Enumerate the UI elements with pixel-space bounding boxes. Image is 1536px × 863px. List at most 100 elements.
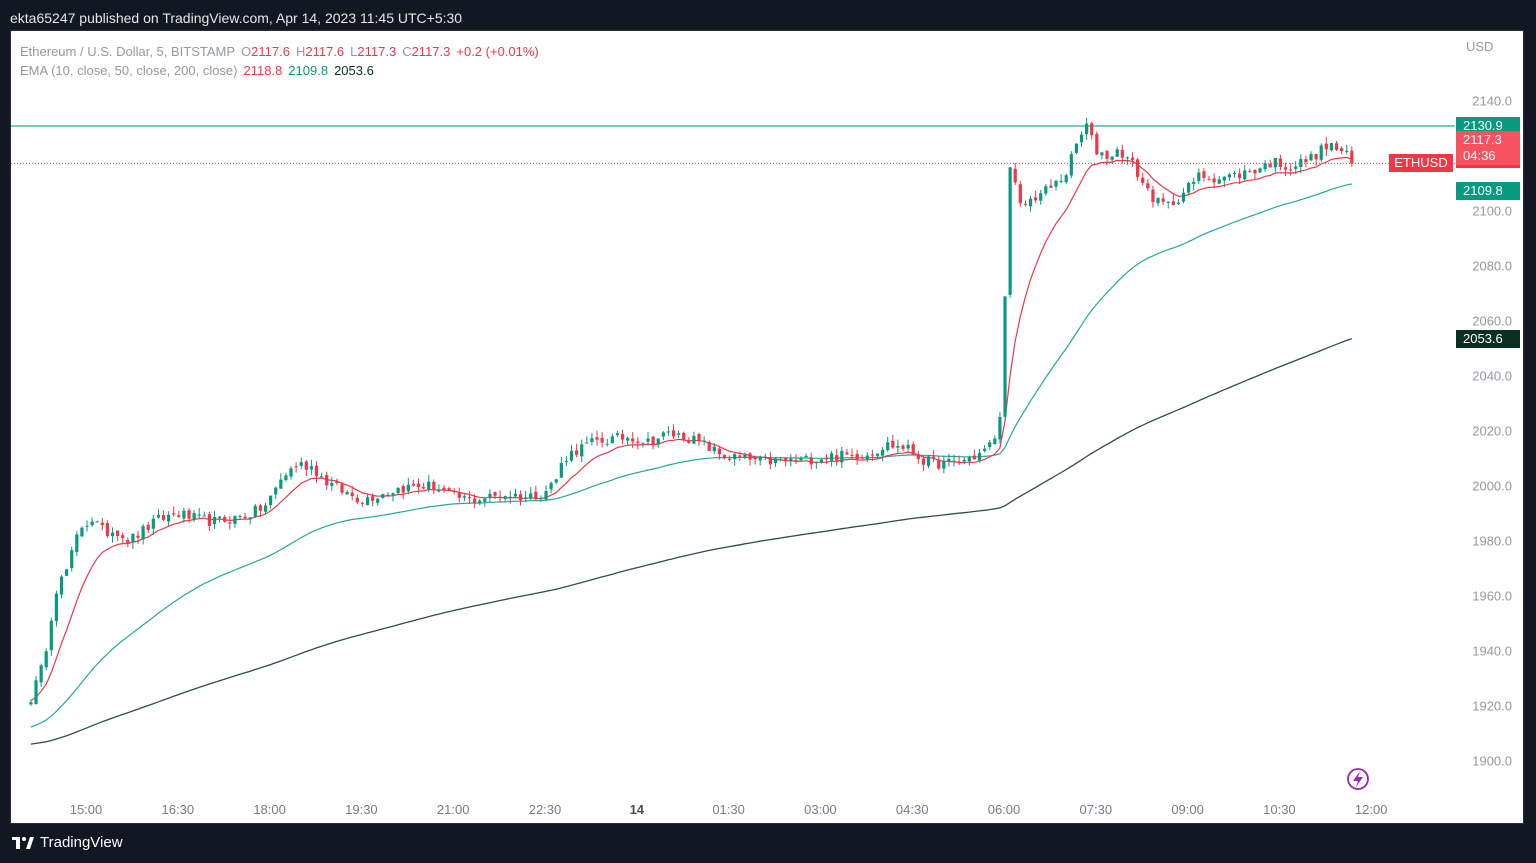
candle-body <box>1136 159 1140 177</box>
candle-body <box>1003 296 1007 417</box>
candle-body <box>559 463 563 478</box>
footer-bar: TradingView <box>0 824 1536 863</box>
candle-body <box>49 620 53 651</box>
candle-body <box>279 479 283 489</box>
candle-body <box>1034 197 1038 201</box>
candle-body <box>840 450 844 463</box>
candle-body <box>156 514 161 518</box>
low-value: 2117.3 <box>357 44 397 59</box>
ema-label[interactable]: EMA (10, close, 50, close, 200, close) <box>20 63 238 78</box>
candle-body <box>824 457 829 460</box>
candle-body <box>1100 152 1104 156</box>
candle-body <box>1181 192 1186 202</box>
candle-body <box>1314 154 1318 160</box>
candle-body <box>733 454 737 460</box>
candle-body <box>493 492 497 496</box>
candle-body <box>161 515 166 520</box>
candle-body <box>80 527 84 537</box>
candle-body <box>1085 123 1089 135</box>
candle-body <box>1079 134 1084 143</box>
time-tick-label: 15:00 <box>70 802 103 817</box>
candle-body <box>263 505 268 512</box>
time-tick-label: 09:00 <box>1171 802 1204 817</box>
candle-body <box>274 487 278 495</box>
candle-body <box>1283 167 1288 170</box>
candle-body <box>901 445 905 449</box>
candle-body <box>396 487 400 494</box>
candle-body <box>381 494 385 499</box>
candle-body <box>177 515 181 518</box>
candle-body <box>835 455 839 461</box>
candle-body <box>309 466 314 470</box>
candle-body <box>1054 180 1058 187</box>
candle-body <box>1309 154 1313 161</box>
candle-body <box>1202 171 1206 178</box>
candle-body <box>1340 148 1344 152</box>
candle-body <box>325 474 329 486</box>
candle-body <box>355 497 359 503</box>
candle-body <box>534 491 538 500</box>
candle-body <box>610 436 614 444</box>
candle-body <box>631 438 635 442</box>
candle-body <box>360 502 365 504</box>
candle-body <box>1258 168 1262 173</box>
candle-body <box>549 483 553 490</box>
candle-body <box>1151 189 1155 203</box>
candle-body <box>641 442 645 444</box>
candle-body <box>299 462 303 466</box>
candle-body <box>957 461 961 463</box>
time-tick-label: 03:00 <box>804 802 837 817</box>
candle-body <box>1023 203 1028 205</box>
candle-body <box>682 432 686 440</box>
candle-body <box>554 479 558 483</box>
candle-body <box>738 455 742 457</box>
candle-body <box>1095 133 1099 155</box>
candle-body <box>891 440 895 448</box>
candle-body <box>1329 143 1334 151</box>
candle-body <box>427 481 431 490</box>
alert-circle <box>1347 768 1369 790</box>
ema-legend: EMA (10, close, 50, close, 200, close) 21… <box>20 61 539 80</box>
horizontal-line[interactable] <box>11 125 1455 164</box>
symbol-tag: ETHUSD <box>1389 154 1453 173</box>
currency-label[interactable]: USD <box>1466 39 1494 54</box>
candle-body <box>233 516 237 524</box>
candle-body <box>671 430 676 437</box>
lightning-alert-icon[interactable] <box>1347 768 1369 790</box>
candle-body <box>508 496 512 498</box>
hline-price-badge: 2130.9 <box>1456 117 1520 135</box>
candle-body <box>942 460 946 469</box>
candle-body <box>784 458 788 462</box>
candle-body <box>85 525 89 527</box>
candle-body <box>503 496 507 499</box>
candle-body <box>442 487 446 491</box>
candle-body <box>1263 163 1267 170</box>
candle-body <box>687 440 691 444</box>
time-tick-label: 21:00 <box>437 802 470 817</box>
candle-body <box>498 496 502 498</box>
candle-body <box>1074 143 1079 154</box>
candle-body <box>717 448 722 455</box>
alert-bolt <box>1353 771 1363 787</box>
candle-body <box>110 532 115 537</box>
candle-body <box>712 446 716 452</box>
candle-body <box>615 433 620 436</box>
candle-body <box>590 438 594 442</box>
candle-body <box>763 456 767 458</box>
price-tick-label: 1960.0 <box>1472 589 1512 604</box>
candle-body <box>467 497 472 499</box>
candle-body <box>197 514 201 516</box>
tradingview-logo[interactable]: TradingView <box>12 834 123 851</box>
candle-body <box>722 454 727 459</box>
price-tick-label: 2080.0 <box>1472 259 1512 274</box>
chart-frame[interactable] <box>10 30 1524 824</box>
candle-body <box>284 475 288 481</box>
time-tick-label: 14 <box>630 802 645 817</box>
candle-body <box>1278 158 1283 167</box>
candle-body <box>993 438 997 445</box>
candle-body <box>595 437 599 440</box>
candle-body <box>773 458 778 464</box>
symbol-title[interactable]: Ethereum / U.S. Dollar, 5, BITSTAMP <box>20 44 236 59</box>
candle-body <box>401 485 405 493</box>
